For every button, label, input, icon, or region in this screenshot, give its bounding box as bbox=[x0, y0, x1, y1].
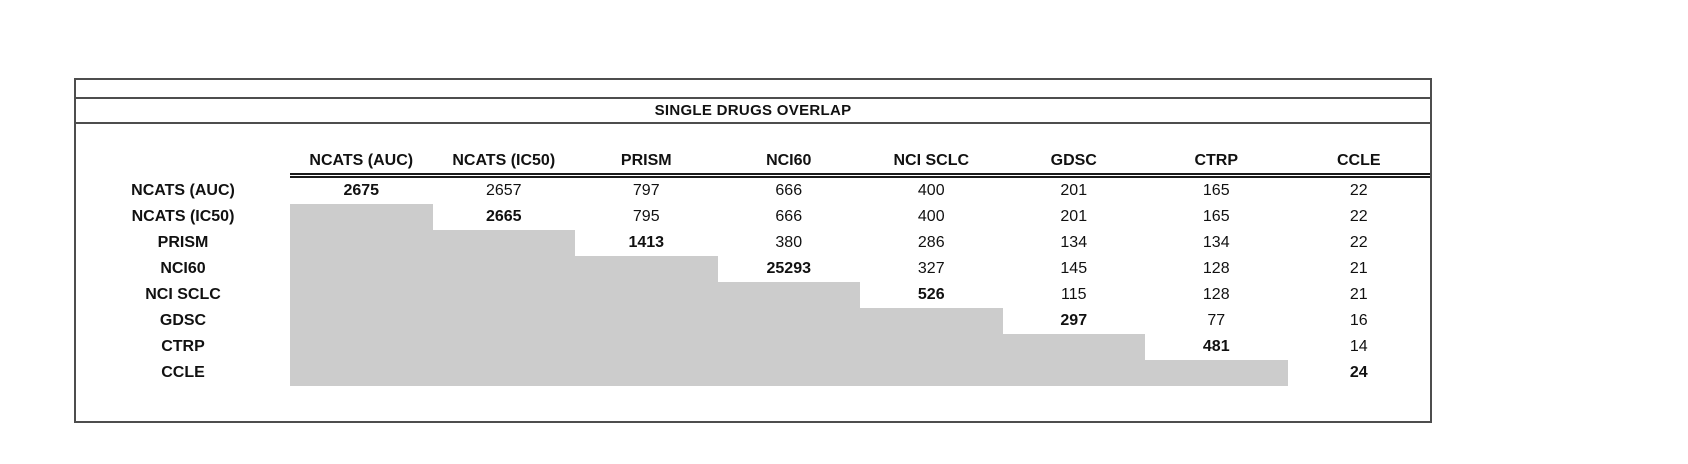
matrix-cell-shaded bbox=[575, 308, 718, 334]
matrix-cell-shaded bbox=[432, 256, 575, 282]
row-header: NCATS (IC50) bbox=[131, 208, 235, 225]
matrix-cell: 16 bbox=[1349, 312, 1368, 329]
matrix-cell: 2675 bbox=[343, 182, 380, 199]
matrix-cell: 115 bbox=[1060, 286, 1087, 303]
overlap-table-frame: SINGLE DRUGS OVERLAP NCATS (AUC) NCATS (I… bbox=[74, 78, 1432, 423]
matrix-cell: 165 bbox=[1202, 182, 1230, 199]
column-header: CCLE bbox=[1287, 124, 1430, 178]
matrix-cell-shaded bbox=[575, 360, 718, 386]
column-header: NCI60 bbox=[717, 124, 860, 178]
matrix-cell: 666 bbox=[775, 182, 803, 199]
matrix-cell-shaded bbox=[432, 282, 575, 308]
matrix-cell-shaded bbox=[717, 282, 860, 308]
matrix-cell-shaded bbox=[860, 334, 1003, 360]
row-header: CTRP bbox=[161, 338, 205, 355]
matrix-cell: 22 bbox=[1349, 234, 1368, 251]
matrix-cell-shaded bbox=[860, 360, 1003, 386]
matrix-cell-shaded bbox=[432, 360, 575, 386]
column-header: CTRP bbox=[1145, 124, 1288, 178]
matrix-cell-shaded bbox=[290, 256, 433, 282]
table-title: SINGLE DRUGS OVERLAP bbox=[654, 102, 852, 119]
matrix-cell: 24 bbox=[1349, 364, 1368, 381]
matrix-cell-shaded bbox=[717, 360, 860, 386]
matrix-cell: 327 bbox=[917, 260, 945, 277]
matrix-cell: 22 bbox=[1349, 182, 1368, 199]
matrix-cell: 21 bbox=[1349, 260, 1368, 277]
matrix-cell-shaded bbox=[432, 230, 575, 256]
matrix-cell: 286 bbox=[917, 234, 945, 251]
matrix-cell: 380 bbox=[775, 234, 803, 251]
matrix-cell: 14 bbox=[1349, 338, 1368, 355]
row-header: GDSC bbox=[159, 312, 207, 329]
matrix-cell: 22 bbox=[1349, 208, 1368, 225]
matrix-cell: 400 bbox=[917, 208, 945, 225]
matrix-cell: 666 bbox=[775, 208, 803, 225]
matrix-cell: 165 bbox=[1202, 208, 1230, 225]
top-empty-band bbox=[76, 80, 1430, 99]
matrix-cell-shaded bbox=[575, 256, 718, 282]
matrix-cell-shaded bbox=[575, 334, 718, 360]
matrix-cell: 134 bbox=[1202, 234, 1230, 251]
matrix-cell: 25293 bbox=[766, 260, 812, 277]
column-header: NCI SCLC bbox=[860, 124, 1003, 178]
column-header: NCATS (IC50) bbox=[432, 124, 575, 178]
matrix-cell: 795 bbox=[632, 208, 660, 225]
column-header: NCATS (AUC) bbox=[290, 124, 433, 178]
matrix-cell-shaded bbox=[575, 282, 718, 308]
matrix-cell-shaded bbox=[1145, 360, 1288, 386]
matrix-cell: 2665 bbox=[485, 208, 522, 225]
matrix-cell: 77 bbox=[1207, 312, 1226, 329]
matrix-cell: 145 bbox=[1060, 260, 1088, 277]
row-header: NCATS (AUC) bbox=[131, 182, 235, 199]
title-band: SINGLE DRUGS OVERLAP bbox=[76, 99, 1430, 124]
matrix-cell-shaded bbox=[432, 308, 575, 334]
matrix-cell: 481 bbox=[1202, 338, 1230, 355]
matrix-cell: 201 bbox=[1060, 208, 1088, 225]
matrix-cell-shaded bbox=[290, 230, 433, 256]
row-header: CCLE bbox=[161, 364, 205, 381]
matrix-cell-shaded bbox=[432, 334, 575, 360]
row-header: PRISM bbox=[157, 234, 209, 251]
matrix-cell: 797 bbox=[632, 182, 660, 199]
matrix-cell: 526 bbox=[917, 286, 945, 303]
row-header: NCI SCLC bbox=[145, 286, 221, 303]
matrix-cell-shaded bbox=[290, 282, 433, 308]
matrix-cell: 134 bbox=[1060, 234, 1088, 251]
corner-cell bbox=[76, 124, 290, 178]
matrix-cell-shaded bbox=[290, 360, 433, 386]
matrix-cell: 2657 bbox=[485, 182, 522, 199]
matrix-cell: 297 bbox=[1060, 312, 1088, 329]
matrix-cell-shaded bbox=[1002, 360, 1145, 386]
matrix-cell: 128 bbox=[1202, 260, 1230, 277]
matrix-cell-shaded bbox=[290, 334, 433, 360]
matrix-cell-shaded bbox=[290, 308, 433, 334]
row-header: NCI60 bbox=[160, 260, 206, 277]
overlap-matrix-grid: NCATS (AUC) NCATS (IC50) PRISM NCI60 NCI SCL… bbox=[76, 124, 1430, 386]
matrix-cell-shaded bbox=[290, 204, 433, 230]
matrix-cell: 1413 bbox=[628, 234, 665, 251]
matrix-cell-shaded bbox=[1002, 334, 1145, 360]
matrix-cell-shaded bbox=[717, 308, 860, 334]
matrix-cell-shaded bbox=[717, 334, 860, 360]
column-header: GDSC bbox=[1002, 124, 1145, 178]
matrix-cell: 201 bbox=[1060, 182, 1088, 199]
matrix-cell: 21 bbox=[1349, 286, 1368, 303]
matrix-cell: 128 bbox=[1202, 286, 1230, 303]
matrix-cell: 400 bbox=[917, 182, 945, 199]
column-header: PRISM bbox=[575, 124, 718, 178]
matrix-cell-shaded bbox=[860, 308, 1003, 334]
